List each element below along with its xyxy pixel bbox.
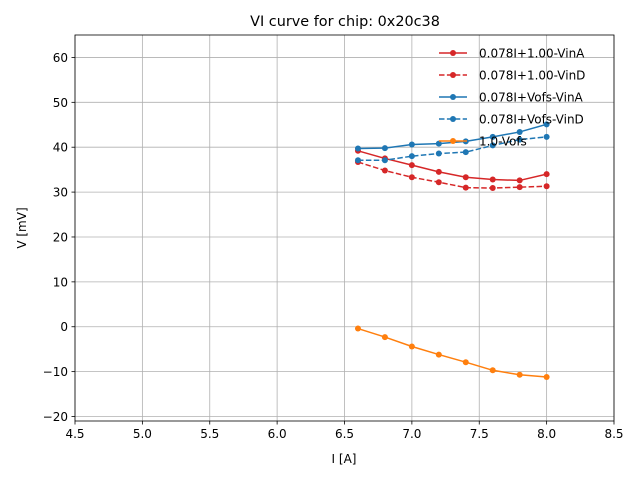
legend-label: 0.078I+1.00-VinA xyxy=(479,47,585,61)
data-point xyxy=(489,176,496,183)
data-point xyxy=(489,133,496,140)
y-tick-label: 10 xyxy=(53,275,68,289)
legend-marker xyxy=(450,50,456,56)
data-point xyxy=(543,121,550,128)
axis-ticks: 4.5 5.0 5.5 6.0 6.5 7.0 7.5 8.0 8.5 −20 −10 0 10 20 30… xyxy=(43,51,624,441)
data-point xyxy=(462,184,469,191)
data-point xyxy=(381,157,388,164)
plot-series xyxy=(354,121,550,381)
x-tick-label: 8.5 xyxy=(604,427,623,441)
data-point xyxy=(516,177,523,184)
data-point xyxy=(435,351,442,358)
data-point xyxy=(408,162,415,169)
data-point xyxy=(489,367,496,374)
data-point xyxy=(408,174,415,181)
data-point xyxy=(516,136,523,143)
legend-marker xyxy=(450,116,456,122)
data-point xyxy=(543,133,550,140)
data-point xyxy=(354,145,361,152)
data-point xyxy=(435,168,442,175)
data-point xyxy=(516,371,523,378)
x-tick-label: 4.5 xyxy=(65,427,84,441)
x-tick-label: 8.0 xyxy=(537,427,556,441)
series-line xyxy=(357,327,547,378)
chart-title: VI curve for chip: 0x20c38 xyxy=(250,14,440,30)
x-tick-label: 5.5 xyxy=(200,427,219,441)
data-point xyxy=(543,183,550,190)
data-point xyxy=(354,157,361,164)
data-point xyxy=(435,140,442,147)
y-tick-label: 40 xyxy=(53,141,68,155)
x-tick-label: 5.0 xyxy=(133,427,152,441)
data-point xyxy=(462,149,469,156)
legend-marker xyxy=(450,94,456,100)
y-tick-label: −10 xyxy=(43,365,68,379)
series-line xyxy=(357,136,547,161)
legend-marker xyxy=(450,138,456,144)
series-3 xyxy=(354,133,550,164)
series-0 xyxy=(354,147,550,184)
series-line xyxy=(357,150,547,182)
legend-label: 1.0-Vofs xyxy=(479,135,527,149)
data-point xyxy=(435,179,442,186)
data-point xyxy=(354,325,361,332)
y-tick-label: −20 xyxy=(43,410,68,424)
y-axis-label: V [mV] xyxy=(15,207,29,248)
data-point xyxy=(516,184,523,191)
legend-label: 0.078I+Vofs-VinA xyxy=(479,91,584,105)
data-point xyxy=(462,174,469,181)
legend-marker xyxy=(450,72,456,78)
data-point xyxy=(543,171,550,178)
x-axis-label: I [A] xyxy=(332,452,357,466)
x-tick-label: 6.5 xyxy=(335,427,354,441)
grid xyxy=(74,35,615,421)
x-tick-label: 6.0 xyxy=(268,427,287,441)
y-tick-label: 20 xyxy=(53,230,68,244)
y-tick-label: 0 xyxy=(60,320,68,334)
series-4 xyxy=(354,325,550,381)
data-point xyxy=(408,343,415,350)
x-tick-label: 7.5 xyxy=(470,427,489,441)
data-point xyxy=(381,334,388,341)
legend: 0.078I+1.00-VinA 0.078I+1.00-VinD 0.078I+V… xyxy=(439,47,585,149)
series-line xyxy=(357,161,547,189)
data-point xyxy=(516,128,523,135)
data-point xyxy=(435,150,442,157)
x-tick-label: 7.0 xyxy=(402,427,421,441)
data-point xyxy=(462,359,469,366)
data-point xyxy=(489,185,496,192)
y-tick-label: 60 xyxy=(53,51,68,65)
legend-label: 0.078I+Vofs-VinD xyxy=(479,113,584,127)
y-tick-label: 50 xyxy=(53,96,68,110)
data-point xyxy=(543,374,550,381)
data-point xyxy=(489,142,496,149)
data-point xyxy=(408,141,415,148)
data-point xyxy=(381,145,388,152)
y-tick-label: 30 xyxy=(53,186,68,200)
data-point xyxy=(408,153,415,160)
data-point xyxy=(381,167,388,174)
legend-label: 0.078I+1.00-VinD xyxy=(479,69,585,83)
